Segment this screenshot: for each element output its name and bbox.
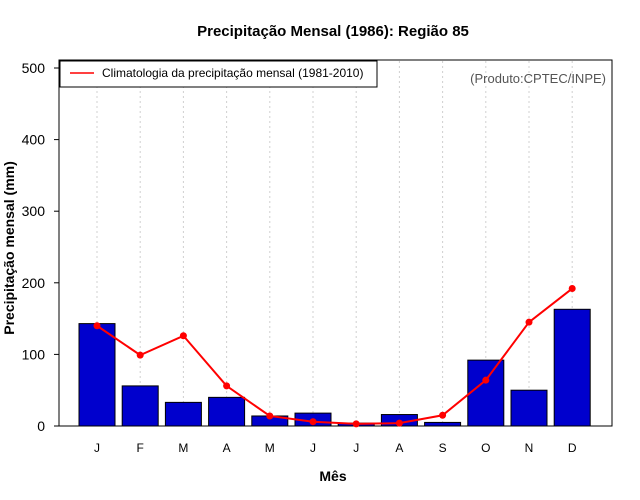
climatology-point xyxy=(439,411,447,419)
climatology-point xyxy=(266,412,274,420)
legend: Climatologia da precipitação mensal (198… xyxy=(59,60,378,88)
x-tick-label: D xyxy=(568,441,577,455)
climatology-point xyxy=(352,420,360,428)
x-tick-label: A xyxy=(395,441,403,455)
x-tick-label: N xyxy=(525,441,534,455)
climatology-point xyxy=(136,351,144,359)
bar xyxy=(510,389,548,427)
x-axis-title: Mês xyxy=(319,468,346,484)
y-tick-label: 0 xyxy=(37,418,45,434)
x-tick-label: M xyxy=(178,441,188,455)
legend-label: Climatologia da precipitação mensal (198… xyxy=(102,66,363,80)
x-tick-label: A xyxy=(223,441,231,455)
bar xyxy=(553,308,591,427)
chart-title: Precipitação Mensal (1986): Região 85 xyxy=(197,23,469,40)
bar xyxy=(467,359,505,427)
legend-box xyxy=(59,60,378,88)
climatology-line xyxy=(96,287,573,425)
bar xyxy=(78,323,116,427)
y-tick-label: 400 xyxy=(22,132,46,148)
x-tick-label: O xyxy=(481,441,490,455)
climatology-point xyxy=(93,322,101,330)
y-tick-label: 100 xyxy=(22,346,46,362)
y-tick-label: 500 xyxy=(22,60,46,76)
climatology-point xyxy=(568,285,576,293)
x-tick-label: M xyxy=(265,441,275,455)
climatology-point xyxy=(309,418,317,426)
x-tick-label: J xyxy=(310,441,316,455)
climatology-point xyxy=(525,318,533,326)
x-tick-label: J xyxy=(94,441,100,455)
x-tick-label: F xyxy=(137,441,144,455)
climatology-point xyxy=(223,382,231,390)
y-tick-label: 300 xyxy=(22,203,46,219)
product-credit: (Produto:CPTEC/INPE) xyxy=(470,71,606,86)
y-axis-ticks: 0 100 200 300 400 500 xyxy=(22,60,59,434)
bar xyxy=(208,396,246,427)
x-tick-label: J xyxy=(353,441,359,455)
climatology-point xyxy=(395,419,403,427)
bar xyxy=(164,401,202,427)
bar xyxy=(424,421,462,427)
y-axis-title: Precipitação mensal (mm) xyxy=(1,161,17,335)
x-tick-label: S xyxy=(439,441,447,455)
climatology-points xyxy=(93,285,576,428)
vertical-gridlines xyxy=(96,61,573,425)
precipitation-bars xyxy=(78,308,591,427)
climatology-point xyxy=(179,332,187,340)
y-tick-label: 200 xyxy=(22,275,46,291)
climatology-point xyxy=(482,376,490,384)
bar xyxy=(121,385,159,427)
